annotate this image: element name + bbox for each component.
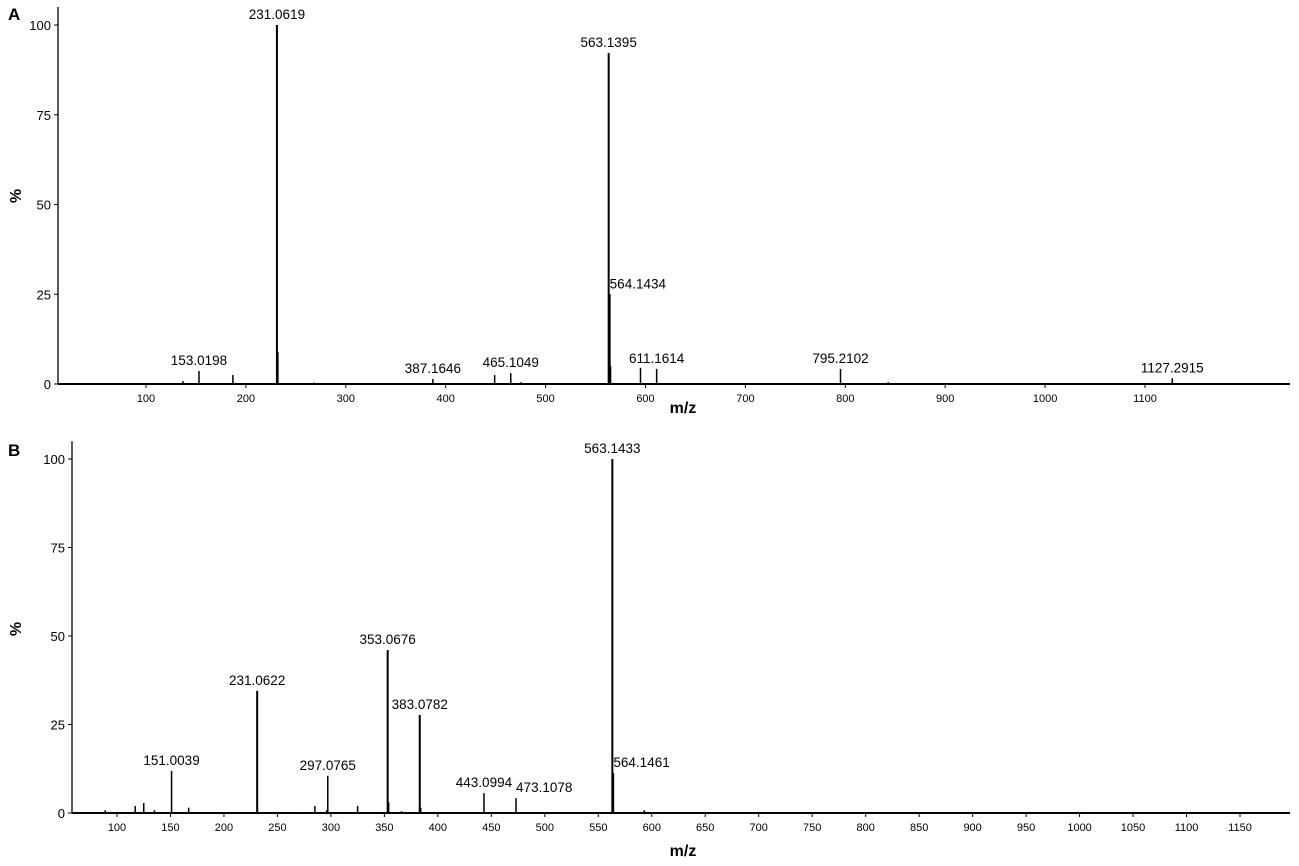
x-tick-label: 150 bbox=[161, 822, 179, 834]
x-tick-label: 300 bbox=[337, 393, 355, 405]
panel-label-a: A bbox=[8, 5, 20, 24]
y-tick-label: 75 bbox=[51, 541, 65, 556]
spectrum-panel-b: B m/z % 0 25 50 75 100 100 150 200 250 300 350 400 4… bbox=[8, 441, 1290, 860]
peak-label: 153.0198 bbox=[171, 353, 227, 368]
x-tick-label: 400 bbox=[437, 393, 455, 405]
x-tick-label: 800 bbox=[856, 822, 874, 834]
x-tick-label: 450 bbox=[482, 822, 500, 834]
y-tick-label: 0 bbox=[58, 806, 65, 821]
spectrum-panel-a: A m/z % 0 25 50 75 100 100 200 300 400 500 600 700 8… bbox=[8, 5, 1290, 417]
peak-label: 231.0622 bbox=[229, 673, 285, 688]
y-tick-label: 25 bbox=[37, 287, 51, 302]
x-tick-label: 1100 bbox=[1175, 822, 1199, 834]
x-tick-label: 800 bbox=[836, 393, 854, 405]
x-tick-label: 200 bbox=[215, 822, 233, 834]
peak-label: 473.1078 bbox=[516, 780, 572, 795]
peak-label: 297.0765 bbox=[300, 758, 356, 773]
x-tick-label: 1000 bbox=[1067, 822, 1091, 834]
x-tick-label: 900 bbox=[936, 393, 954, 405]
x-tick-label: 400 bbox=[429, 822, 447, 834]
panel-label-b: B bbox=[8, 441, 20, 460]
x-tick-label: 1150 bbox=[1228, 822, 1252, 834]
peak-label: 465.1049 bbox=[483, 355, 539, 370]
y-tick-label: 100 bbox=[43, 452, 65, 467]
x-tick-label: 500 bbox=[536, 822, 554, 834]
y-tick-label: 25 bbox=[51, 718, 65, 733]
x-tick-label: 950 bbox=[1017, 822, 1035, 834]
x-tick-label: 100 bbox=[137, 393, 155, 405]
peak-label: 353.0676 bbox=[360, 632, 416, 647]
x-tick-label: 1000 bbox=[1033, 393, 1057, 405]
peak-label: 151.0039 bbox=[143, 753, 199, 768]
peak-label: 231.0619 bbox=[249, 7, 305, 22]
peak-label: 564.1434 bbox=[610, 276, 667, 291]
x-tick-label: 900 bbox=[963, 822, 981, 834]
x-tick-label: 300 bbox=[322, 822, 340, 834]
y-tick-label: 100 bbox=[29, 18, 51, 33]
x-tick-label: 850 bbox=[910, 822, 928, 834]
y-tick-label: 0 bbox=[44, 377, 51, 392]
x-tick-label: 700 bbox=[736, 393, 754, 405]
x-tick-label: 100 bbox=[108, 822, 126, 834]
x-axis-label-b: m/z bbox=[670, 843, 697, 860]
x-tick-label: 200 bbox=[237, 393, 255, 405]
y-axis-label-a: % bbox=[8, 189, 25, 203]
x-tick-label: 750 bbox=[803, 822, 821, 834]
peak-label: 795.2102 bbox=[812, 351, 868, 366]
x-tick-label: 250 bbox=[268, 822, 286, 834]
x-tick-label: 550 bbox=[589, 822, 607, 834]
x-tick-label: 650 bbox=[696, 822, 714, 834]
y-tick-label: 75 bbox=[37, 108, 51, 123]
x-tick-label: 1050 bbox=[1121, 822, 1145, 834]
y-axis-label-b: % bbox=[8, 622, 25, 636]
peak-label: 564.1461 bbox=[613, 755, 669, 770]
peak-label: 1127.2915 bbox=[1141, 360, 1204, 375]
peak-label: 383.0782 bbox=[392, 697, 448, 712]
peak-label: 443.0994 bbox=[456, 775, 513, 790]
peak-label: 611.1614 bbox=[629, 351, 685, 366]
x-tick-label: 350 bbox=[375, 822, 393, 834]
x-tick-label: 500 bbox=[536, 393, 554, 405]
y-tick-label: 50 bbox=[51, 629, 65, 644]
peak-label: 387.1646 bbox=[405, 361, 461, 376]
y-tick-label: 50 bbox=[37, 198, 51, 213]
x-tick-label: 600 bbox=[636, 393, 654, 405]
peak-label: 563.1395 bbox=[581, 35, 637, 50]
x-axis-label-a: m/z bbox=[670, 400, 697, 417]
peak-label: 563.1433 bbox=[584, 441, 640, 456]
x-tick-label: 600 bbox=[643, 822, 661, 834]
x-tick-label: 700 bbox=[750, 822, 768, 834]
x-tick-label: 1100 bbox=[1133, 393, 1157, 405]
